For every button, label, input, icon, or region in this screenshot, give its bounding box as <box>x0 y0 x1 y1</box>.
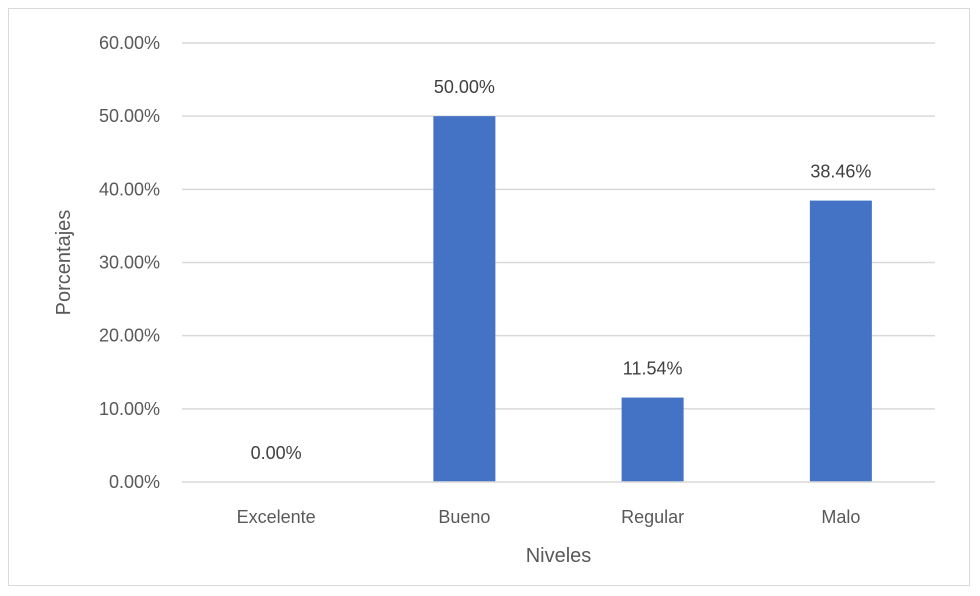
y-tick-label: 0.00% <box>109 472 160 492</box>
x-tick-label-excelente: Excelente <box>237 507 316 527</box>
data-label-regular: 11.54% <box>623 359 683 379</box>
data-label-excelente: 0.00% <box>251 443 302 463</box>
bars <box>433 116 872 483</box>
gridlines <box>182 42 935 410</box>
y-tick-label: 50.00% <box>99 106 160 126</box>
y-tick-label: 20.00% <box>99 326 160 346</box>
y-axis-title: Porcentajes <box>53 210 75 316</box>
x-tick-label-malo: Malo <box>821 507 860 527</box>
x-tick-label-regular: Regular <box>621 507 684 527</box>
bar-regular <box>621 397 684 482</box>
x-axis-title: Niveles <box>526 545 592 567</box>
data-label-bueno: 50.00% <box>434 77 495 97</box>
y-tick-label: 40.00% <box>99 179 160 199</box>
y-tick-label: 60.00% <box>99 33 160 53</box>
x-axis-tick-labels: Excelente Bueno Regular Malo <box>237 507 861 527</box>
data-label-malo: 38.46% <box>810 162 871 182</box>
data-labels: 0.00% 50.00% 11.54% 38.46% <box>251 77 872 463</box>
bar-bueno <box>433 116 496 483</box>
bar-malo <box>809 200 872 482</box>
x-tick-label-bueno: Bueno <box>438 507 490 527</box>
y-tick-label: 10.00% <box>99 399 160 419</box>
y-tick-label: 30.00% <box>99 253 160 273</box>
y-axis-tick-labels: 0.00% 10.00% 20.00% 30.00% 40.00% 50.00% 60.00… <box>99 33 160 492</box>
